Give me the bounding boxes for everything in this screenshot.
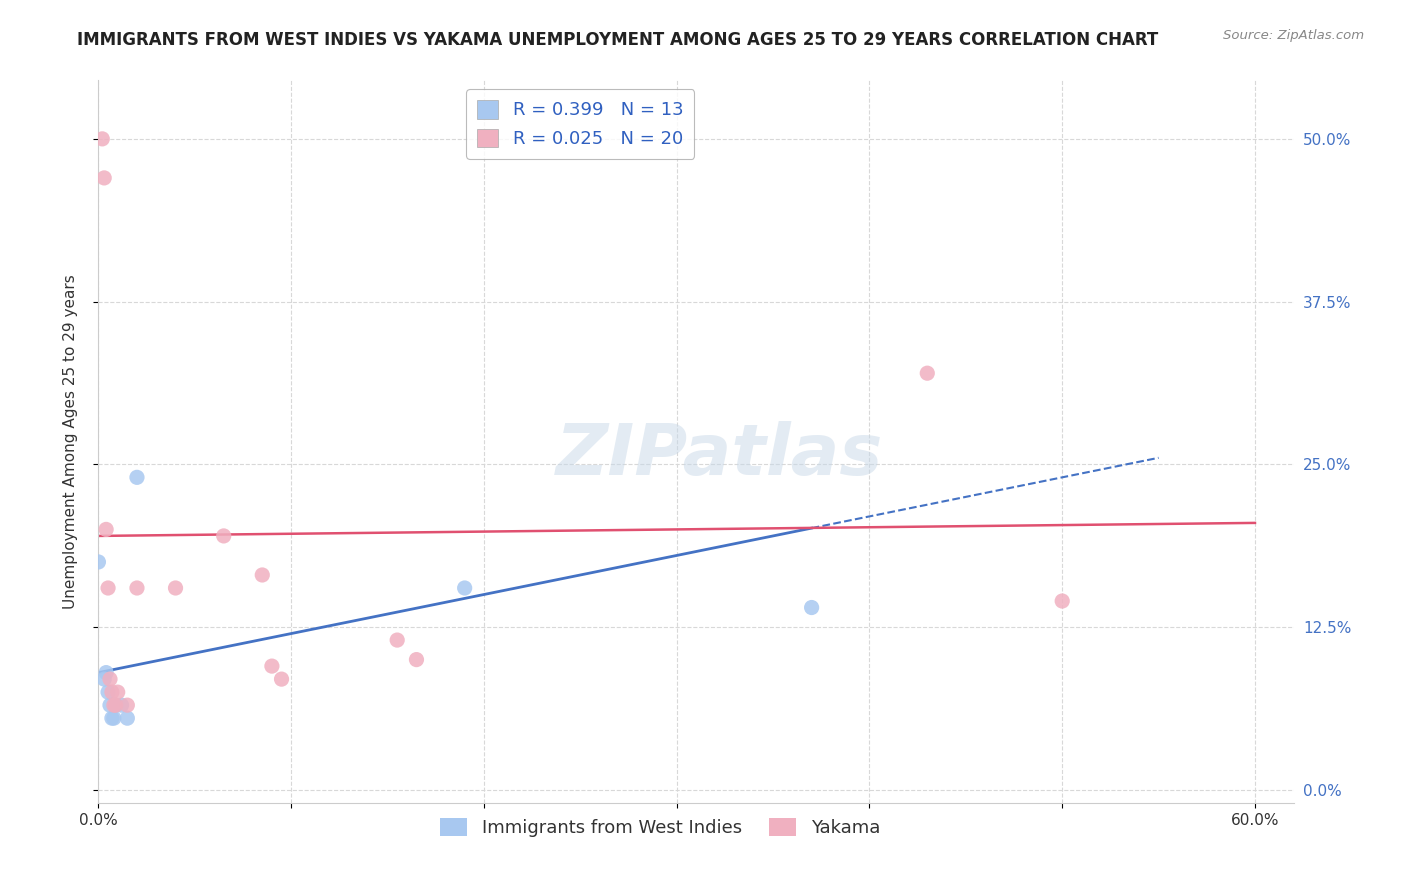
Point xyxy=(117,711,139,725)
Point xyxy=(165,581,187,595)
Point xyxy=(98,698,121,713)
Legend: Immigrants from West Indies, Yakama: Immigrants from West Indies, Yakama xyxy=(433,811,887,845)
Point xyxy=(110,698,132,713)
Point xyxy=(101,711,124,725)
Point xyxy=(125,581,148,595)
Point xyxy=(917,366,939,380)
Point xyxy=(94,523,117,537)
Point xyxy=(270,672,292,686)
Point xyxy=(101,685,124,699)
Point xyxy=(107,685,129,699)
Point xyxy=(94,665,117,680)
Point xyxy=(405,652,427,666)
Point xyxy=(103,698,125,713)
Point xyxy=(385,633,409,648)
Text: ZIPatlas: ZIPatlas xyxy=(557,422,883,491)
Y-axis label: Unemployment Among Ages 25 to 29 years: Unemployment Among Ages 25 to 29 years xyxy=(63,274,77,609)
Point xyxy=(87,555,110,569)
Point xyxy=(117,698,139,713)
Point xyxy=(91,132,114,146)
Point xyxy=(1050,594,1073,608)
Point xyxy=(103,711,125,725)
Text: IMMIGRANTS FROM WEST INDIES VS YAKAMA UNEMPLOYMENT AMONG AGES 25 TO 29 YEARS COR: IMMIGRANTS FROM WEST INDIES VS YAKAMA UN… xyxy=(77,31,1159,49)
Point xyxy=(97,581,120,595)
Point xyxy=(93,170,115,185)
Point xyxy=(453,581,475,595)
Point xyxy=(104,698,127,713)
Point xyxy=(125,470,148,484)
Point xyxy=(252,568,274,582)
Point xyxy=(260,659,283,673)
Point xyxy=(104,698,127,713)
Point xyxy=(93,672,115,686)
Point xyxy=(97,685,120,699)
Text: Source: ZipAtlas.com: Source: ZipAtlas.com xyxy=(1223,29,1364,43)
Point xyxy=(212,529,235,543)
Point xyxy=(98,672,121,686)
Point xyxy=(800,600,823,615)
